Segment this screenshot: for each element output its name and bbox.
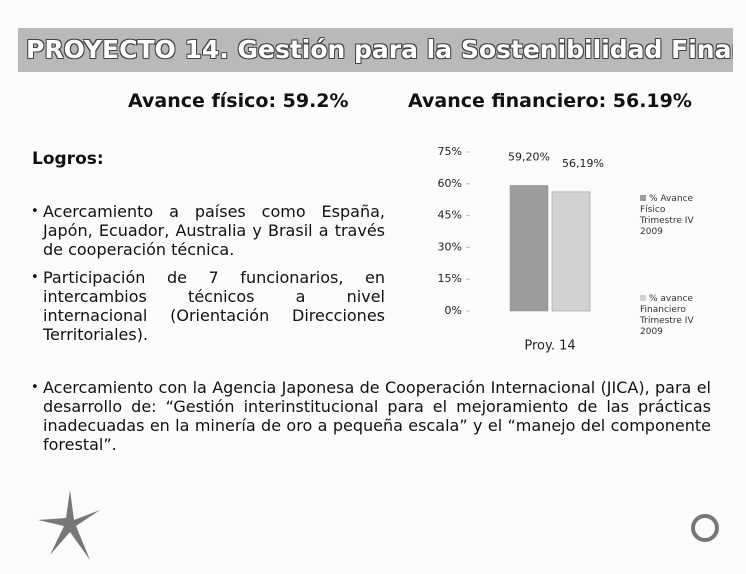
y-tick-label: 15% (438, 272, 462, 285)
y-tick-label: 60% (438, 177, 462, 190)
legend-swatch (640, 195, 646, 201)
slide-title: PROYECTO 14. Gestión para la Sostenibili… (18, 28, 733, 72)
legend-swatch (640, 295, 646, 301)
bullet: Participación de 7 funcionarios, en inte… (43, 268, 385, 344)
slide: PROYECTO 14. Gestión para la Sostenibili… (0, 0, 746, 574)
legend-label: % Avance Físico Trimestre IV 2009 (640, 194, 694, 237)
chart: 0% 15% 30% 45% 60% 75% Proy. 14 59,20% 56,19% (430, 140, 630, 360)
y-tick-label: 45% (438, 209, 462, 222)
bullet: Acercamiento con la Agencia Japonesa de … (43, 378, 711, 454)
x-tick-label: Proy. 14 (524, 339, 575, 354)
value-label: 56,19% (562, 157, 604, 170)
logros-heading: Logros: (32, 150, 104, 169)
legend-label: % avance Financiero Trimestre IV 2009 (640, 294, 694, 337)
logo (680, 510, 730, 550)
y-tick-label: 75% (438, 145, 462, 158)
bar (510, 185, 548, 311)
y-tick-label: 30% (438, 240, 462, 253)
avance-financiero: Avance financiero: 56.19% (408, 90, 692, 112)
legend-entry: % avance Financiero Trimestre IV 2009 (640, 294, 710, 338)
logo-plant (30, 480, 110, 570)
avance-fisico: Avance físico: 59.2% (128, 90, 349, 112)
legend-entry: % Avance Físico Trimestre IV 2009 (640, 194, 710, 238)
bullet: Acercamiento a países como España, Japón… (43, 202, 385, 259)
bar (552, 192, 590, 311)
value-label: 59,20% (508, 150, 550, 163)
y-tick-label: 0% (445, 304, 462, 317)
